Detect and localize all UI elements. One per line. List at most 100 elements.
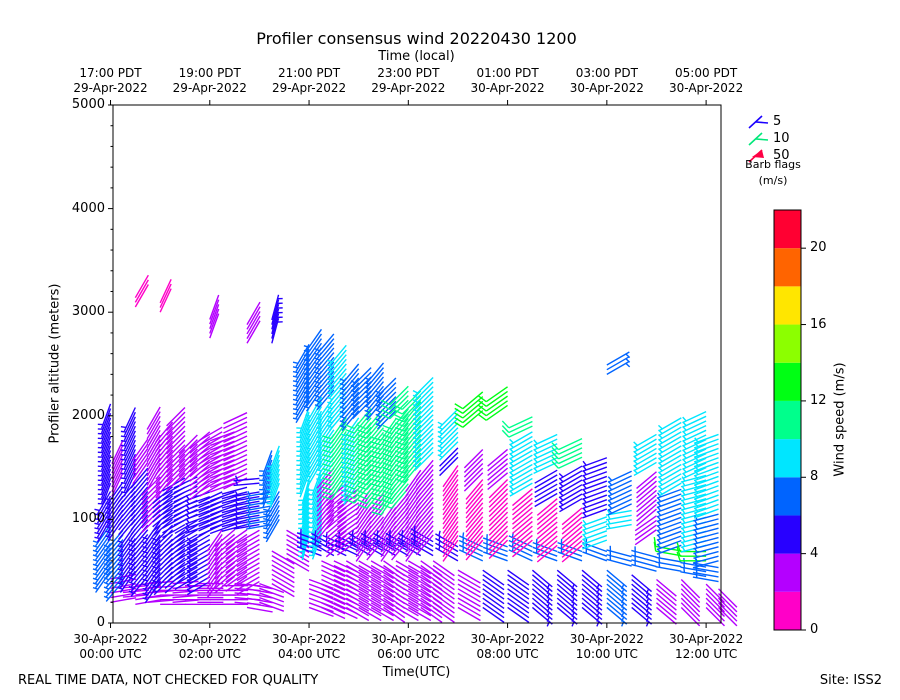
wind-barb bbox=[236, 576, 260, 591]
wind-barb bbox=[442, 530, 459, 553]
barb-half-feather bbox=[412, 389, 418, 394]
barb-shaft bbox=[414, 409, 434, 429]
wind-barb bbox=[174, 557, 198, 572]
barb-shaft bbox=[561, 507, 583, 526]
wind-barb bbox=[407, 574, 432, 589]
barb-half-feather bbox=[571, 607, 575, 613]
barb-shaft bbox=[105, 562, 124, 584]
wind-barb bbox=[412, 409, 434, 429]
wind-barb bbox=[225, 561, 248, 578]
barb-shaft bbox=[336, 534, 360, 551]
wind-barb bbox=[209, 509, 235, 521]
wind-barb bbox=[321, 592, 346, 606]
wind-barb bbox=[531, 602, 553, 622]
wind-barb bbox=[370, 560, 394, 575]
barb-shaft bbox=[366, 521, 385, 542]
barb-shaft bbox=[132, 443, 149, 466]
wind-barb bbox=[142, 567, 161, 590]
barb-full-feather bbox=[393, 404, 403, 410]
barb-shaft bbox=[533, 438, 558, 451]
wind-barb bbox=[199, 431, 223, 446]
barb-shaft bbox=[155, 421, 174, 443]
barb-shaft bbox=[377, 391, 397, 411]
barb-shaft bbox=[214, 543, 236, 561]
barb-shaft bbox=[301, 492, 310, 519]
barb-shaft bbox=[465, 530, 484, 552]
barb-half-feather bbox=[142, 564, 148, 568]
barb-shaft bbox=[693, 518, 719, 527]
wind-barb bbox=[634, 515, 657, 532]
barb-shaft bbox=[403, 415, 422, 437]
wind-barb bbox=[415, 478, 434, 500]
barb-shaft bbox=[631, 554, 657, 563]
wind-barb bbox=[263, 509, 280, 533]
barb-half-feather bbox=[375, 409, 381, 413]
barb-half-feather bbox=[339, 387, 345, 391]
barb-shaft bbox=[442, 511, 459, 534]
wind-barb bbox=[321, 569, 346, 582]
wind-barb bbox=[221, 486, 248, 495]
y-tick-label: 1000 bbox=[71, 511, 105, 527]
wind-barb bbox=[130, 500, 149, 522]
barb-shaft bbox=[316, 500, 335, 522]
barb-shaft bbox=[246, 505, 272, 512]
x-top-tick-date: 30-Apr-2022 bbox=[569, 81, 644, 95]
barb-shaft bbox=[509, 477, 533, 493]
barb-half-feather bbox=[152, 574, 158, 579]
wind-barb bbox=[454, 400, 484, 419]
barb-shaft bbox=[246, 500, 272, 507]
barb-shaft bbox=[391, 441, 409, 463]
barb-shaft bbox=[693, 522, 719, 531]
wind-barb bbox=[314, 370, 335, 392]
barb-shaft bbox=[512, 525, 533, 544]
wind-barb bbox=[339, 396, 360, 418]
barb-shaft bbox=[155, 430, 174, 452]
barb-shaft bbox=[556, 592, 578, 611]
barb-shaft bbox=[658, 440, 682, 455]
barb-shaft bbox=[508, 425, 533, 438]
wind-barb bbox=[298, 534, 310, 561]
barb-shaft bbox=[166, 430, 186, 450]
barb-shaft bbox=[199, 477, 223, 493]
wind-barb bbox=[209, 431, 235, 442]
wind-barb bbox=[209, 514, 235, 525]
barb-half-feather bbox=[303, 391, 310, 395]
wind-barb bbox=[97, 412, 112, 438]
barb-shaft bbox=[391, 487, 409, 509]
wind-barb bbox=[488, 497, 509, 518]
barb-shaft bbox=[301, 525, 310, 551]
barb-shaft bbox=[321, 574, 346, 587]
barb-shaft bbox=[336, 511, 360, 528]
barb-shaft bbox=[633, 438, 657, 453]
barb-shaft bbox=[271, 578, 295, 593]
barb-shaft bbox=[559, 474, 583, 489]
wind-barb bbox=[339, 382, 360, 404]
barb-shaft bbox=[582, 499, 608, 510]
wind-barb bbox=[209, 308, 220, 334]
barb-shaft bbox=[341, 363, 360, 385]
barb-shaft bbox=[693, 447, 719, 458]
wind-barb bbox=[178, 453, 198, 473]
wind-barb bbox=[209, 449, 235, 461]
barb-half-feather bbox=[412, 464, 418, 469]
barb-shaft bbox=[221, 523, 248, 532]
barb-shaft bbox=[366, 427, 385, 449]
barb-shaft bbox=[463, 472, 484, 492]
barb-shaft bbox=[209, 445, 235, 456]
wind-barb bbox=[111, 449, 124, 474]
wind-barb bbox=[382, 478, 409, 500]
wind-barb bbox=[111, 458, 124, 483]
wind-barb bbox=[606, 578, 628, 599]
barb-shaft bbox=[123, 430, 136, 455]
wind-barb bbox=[225, 552, 248, 569]
barb-shaft bbox=[316, 389, 335, 411]
wind-barb bbox=[271, 308, 283, 335]
barb-shaft bbox=[146, 411, 161, 435]
wind-barb bbox=[155, 421, 174, 443]
barb-shaft bbox=[336, 530, 360, 547]
barb-half-feather bbox=[94, 531, 100, 535]
barb-shaft bbox=[534, 478, 558, 494]
wind-barb bbox=[233, 475, 260, 482]
barb-full-feather bbox=[322, 463, 332, 468]
barb-shaft bbox=[682, 434, 707, 447]
